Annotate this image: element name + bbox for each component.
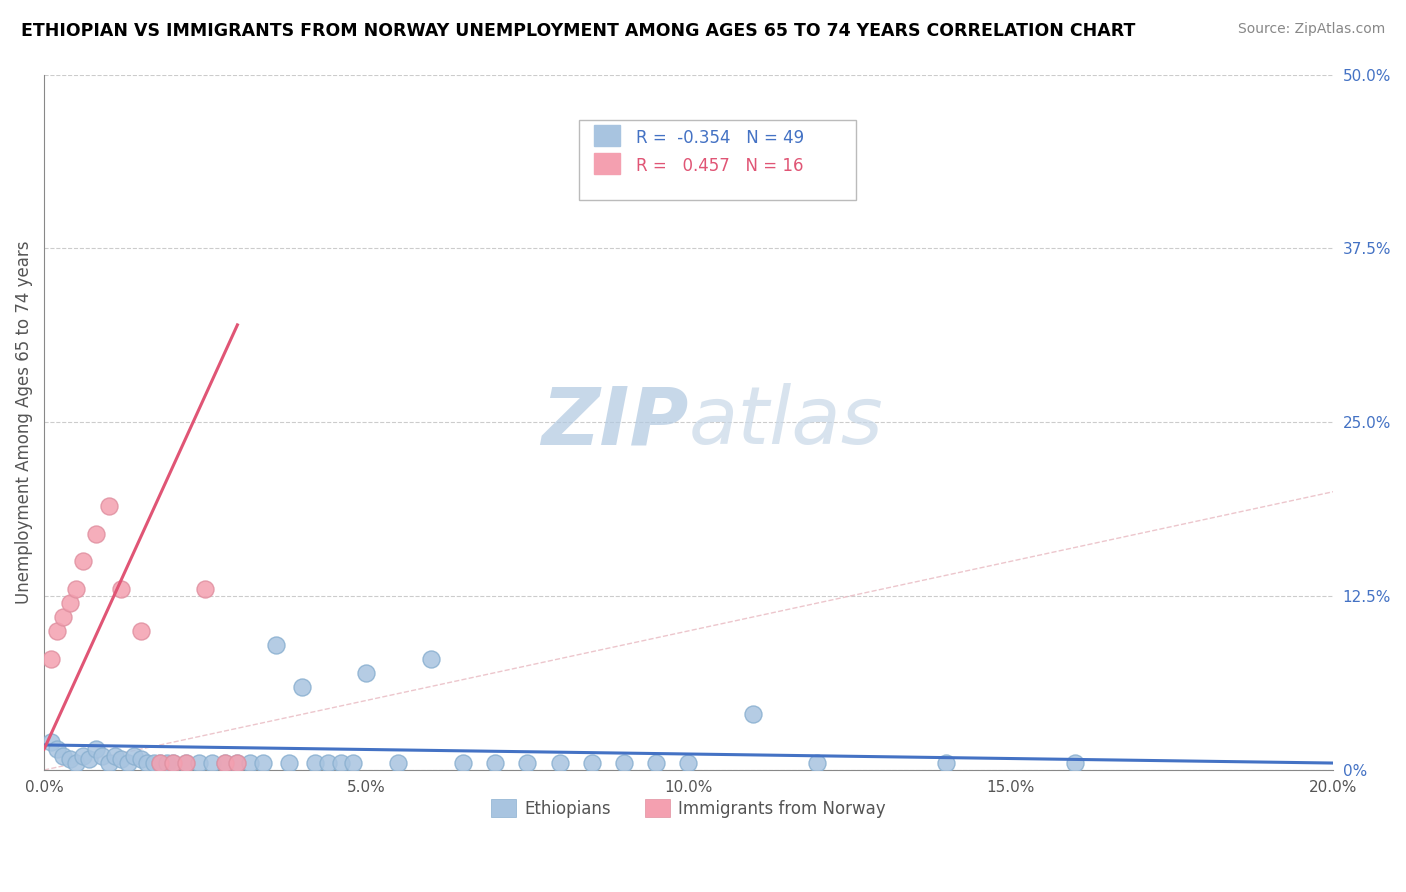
Text: R =   0.457   N = 16: R = 0.457 N = 16 (636, 157, 803, 175)
Point (59, 752, 82, 766)
Point (77, 752, 100, 766)
Point (304, 756, 326, 770)
Point (174, 756, 197, 770)
Point (356, 665, 378, 680)
Legend: Ethiopians, Immigrants from Norway: Ethiopians, Immigrants from Norway (485, 793, 893, 824)
Text: ETHIOPIAN VS IMMIGRANTS FROM NORWAY UNEMPLOYMENT AMONG AGES 65 TO 74 YEARS CORRE: ETHIOPIAN VS IMMIGRANTS FROM NORWAY UNEM… (21, 22, 1136, 40)
Point (129, 624, 152, 638)
Point (136, 756, 159, 770)
Point (174, 756, 197, 770)
Point (65, 582, 87, 597)
Point (387, 756, 409, 770)
Point (741, 707, 763, 722)
Point (484, 756, 506, 770)
Point (291, 680, 314, 694)
Point (316, 756, 339, 770)
Point (1064, 756, 1087, 770)
Point (72, 749, 94, 764)
Point (935, 756, 957, 770)
Point (149, 756, 172, 770)
FancyBboxPatch shape (595, 153, 620, 174)
Point (239, 756, 262, 770)
Point (72, 554, 94, 568)
Point (39, 651, 62, 665)
Point (226, 756, 249, 770)
Point (110, 582, 132, 597)
Point (97, 756, 120, 770)
Y-axis label: Unemployment Among Ages 65 to 74 years: Unemployment Among Ages 65 to 74 years (15, 241, 32, 604)
Point (59, 596, 82, 610)
Point (806, 756, 828, 770)
Point (142, 756, 165, 770)
Point (155, 756, 177, 770)
Point (214, 756, 236, 770)
Point (129, 752, 152, 766)
Point (214, 756, 236, 770)
FancyBboxPatch shape (595, 125, 620, 146)
Point (226, 756, 249, 770)
Point (613, 756, 636, 770)
Point (264, 638, 287, 652)
Text: R =  -0.354   N = 49: R = -0.354 N = 49 (636, 128, 804, 147)
Text: Source: ZipAtlas.com: Source: ZipAtlas.com (1237, 22, 1385, 37)
Point (678, 756, 700, 770)
Point (548, 756, 571, 770)
Point (201, 756, 224, 770)
Point (65, 756, 87, 770)
Point (46, 742, 69, 756)
Point (194, 582, 217, 597)
Point (516, 756, 538, 770)
Point (162, 756, 184, 770)
Point (52, 749, 75, 764)
Point (342, 756, 364, 770)
Point (117, 756, 139, 770)
Point (581, 756, 603, 770)
Point (84, 742, 107, 756)
FancyBboxPatch shape (579, 120, 856, 200)
Point (187, 756, 209, 770)
Point (419, 651, 441, 665)
Text: ZIP: ZIP (541, 384, 689, 461)
Point (162, 756, 184, 770)
Point (124, 749, 146, 764)
Point (110, 752, 132, 766)
Point (451, 756, 474, 770)
Point (278, 756, 301, 770)
Point (46, 624, 69, 638)
Point (329, 756, 352, 770)
Point (84, 526, 107, 541)
Point (252, 756, 274, 770)
Point (52, 610, 75, 624)
Point (104, 749, 127, 764)
Point (149, 756, 172, 770)
Point (91, 749, 114, 764)
Point (39, 735, 62, 749)
Text: atlas: atlas (689, 384, 883, 461)
Point (97, 499, 120, 513)
Point (645, 756, 668, 770)
